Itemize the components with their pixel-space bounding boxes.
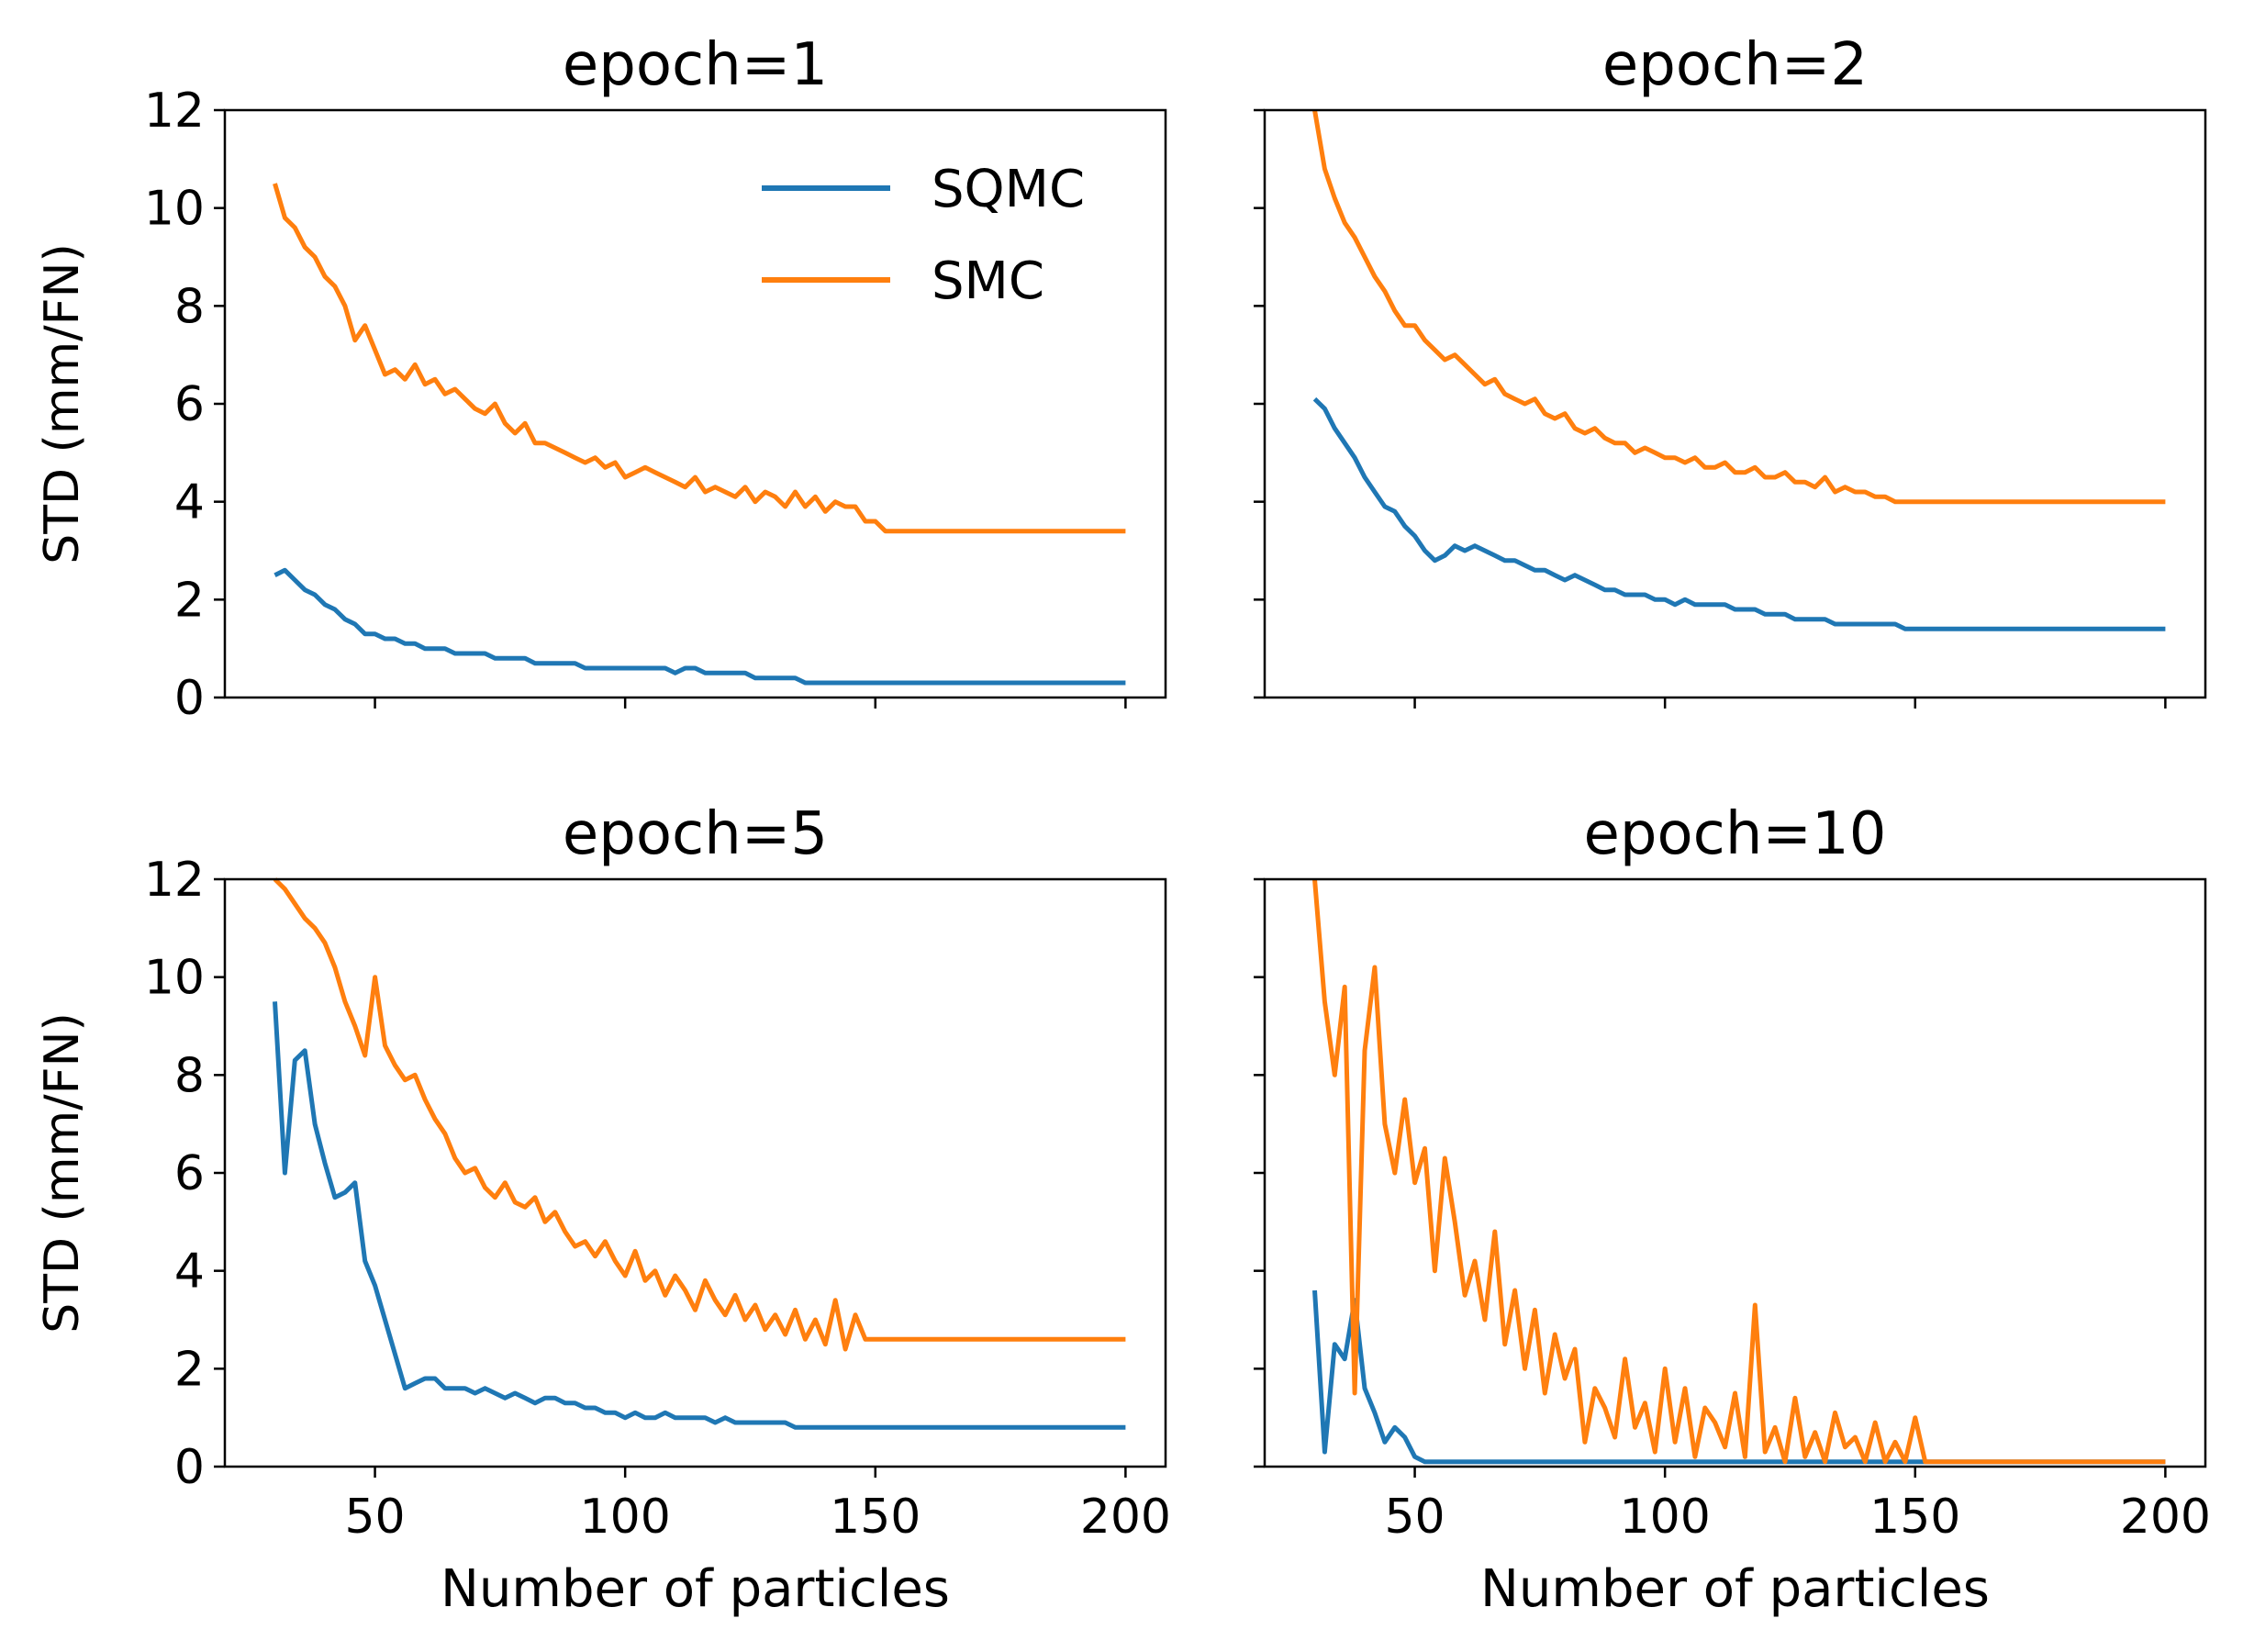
x-tick-label: 200 (2120, 1490, 2211, 1545)
subplot-title: epoch=10 (1584, 800, 1887, 868)
y-axis-label: STD (mm/FN) (35, 243, 90, 564)
series-line-sqmc (273, 1001, 1126, 1430)
legend: SQMC SMC (762, 160, 1085, 311)
series-line-smc (273, 877, 1126, 1352)
y-tick-label: 6 (174, 377, 205, 432)
subplot-1: 0 2 4 6 8 10 12 epoch=1 STD (mm/FN) (35, 31, 1167, 726)
x-tick-label: 200 (1080, 1490, 1171, 1545)
subplot-title: epoch=5 (563, 800, 828, 868)
subplot-2: epoch=2 (1254, 31, 2207, 709)
legend-label-sqmc: SQMC (932, 160, 1085, 219)
x-axis-label: Number of particles (441, 1559, 950, 1619)
y-tick-label: 2 (174, 573, 205, 628)
x-tick-label: 50 (344, 1490, 405, 1545)
subplot-title: epoch=1 (563, 31, 828, 99)
x-tick-label: 50 (1384, 1490, 1445, 1545)
series-line-smc (1312, 878, 2166, 1465)
y-tick-label: 0 (174, 1440, 205, 1495)
y-tick-label: 12 (144, 84, 205, 139)
x-tick-label: 150 (1869, 1490, 1960, 1545)
x-tick-label: 100 (1620, 1490, 1711, 1545)
x-tick-label: 150 (830, 1490, 921, 1545)
series-line-smc (1312, 109, 2166, 505)
subplot-title: epoch=2 (1602, 31, 1868, 99)
y-tick-label: 4 (174, 1245, 205, 1300)
axes-frame (223, 877, 1167, 1468)
y-tick-label: 0 (174, 671, 205, 726)
subplot-3: 50 100 150 200 0 2 4 6 8 10 12 epoch=5 Number of par… (35, 800, 1171, 1619)
y-axis-label: STD (mm/FN) (35, 1012, 90, 1334)
x-tick-label: 100 (580, 1490, 671, 1545)
y-tick-label: 8 (174, 1048, 205, 1103)
y-tick-label: 6 (174, 1146, 205, 1201)
series-line-smc (273, 183, 1126, 534)
legend-label-smc: SMC (932, 251, 1044, 311)
series-line-sqmc (1312, 396, 2166, 631)
y-tick-label: 12 (144, 853, 205, 908)
y-tick-label: 10 (144, 182, 205, 237)
series-line-sqmc (273, 567, 1126, 686)
y-tick-label: 2 (174, 1342, 205, 1397)
y-tick-label: 8 (174, 279, 205, 334)
x-axis-label: Number of particles (1480, 1559, 1990, 1619)
y-tick-label: 10 (144, 951, 205, 1006)
axes-frame (1263, 877, 2207, 1468)
y-tick-label: 4 (174, 475, 205, 530)
subplot-4: 50 100 150 200 epoch=10 Number of particles (1254, 800, 2211, 1619)
